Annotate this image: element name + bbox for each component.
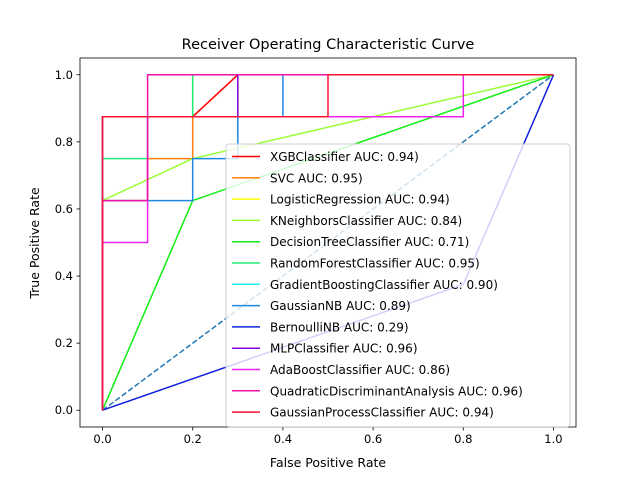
legend-label: QuadraticDiscriminantAnalysis AUC: 0.96) — [270, 384, 523, 398]
legend-label: LogisticRegression AUC: 0.94) — [270, 193, 450, 207]
x-tick-label: 0.4 — [274, 432, 292, 446]
x-tick-label: 0.6 — [364, 432, 382, 446]
legend-label: XGBClassifier AUC: 0.94) — [270, 150, 419, 164]
y-tick-label: 0.6 — [55, 202, 73, 216]
legend-label: DecisionTreeClassifier AUC: 0.71) — [270, 235, 469, 249]
x-tick-label: 0.0 — [93, 432, 111, 446]
legend-label: RandomForestClassifier AUC: 0.95) — [270, 257, 480, 271]
legend-label: AdaBoostClassifier AUC: 0.86) — [270, 363, 450, 377]
chart-title: Receiver Operating Characteristic Curve — [182, 37, 475, 53]
x-tick-label: 0.8 — [454, 432, 472, 446]
legend-label: GaussianNB AUC: 0.89) — [270, 299, 411, 313]
series-line-12 — [101, 74, 554, 411]
x-tick-label: 0.2 — [184, 432, 202, 446]
y-axis-ticks: 0.0 0.2 0.4 0.6 0.8 1.0 — [55, 68, 80, 417]
x-axis-ticks: 0.0 0.2 0.4 0.6 0.8 1.0 — [93, 427, 563, 446]
legend-label: KNeighborsClassifier AUC: 0.84) — [270, 214, 462, 228]
y-tick-label: 0.8 — [55, 135, 73, 149]
y-axis-label: True Positive Rate — [27, 187, 42, 300]
y-tick-label: 0.4 — [55, 269, 73, 283]
y-tick-label: 0.0 — [55, 403, 73, 417]
y-tick-label: 1.0 — [55, 68, 73, 82]
legend-label: BernoulliNB AUC: 0.29) — [270, 320, 409, 334]
legend-label: GaussianProcessClassifier AUC: 0.94) — [270, 406, 494, 420]
legend: XGBClassifier AUC: 0.94) SVC AUC: 0.95) Lo… — [225, 143, 571, 428]
y-tick-label: 0.2 — [55, 336, 73, 350]
plot-area — [79, 57, 577, 428]
x-tick-label: 1.0 — [544, 432, 562, 446]
legend-label: GradientBoostingClassifier AUC: 0.90) — [270, 278, 498, 292]
legend-box — [225, 143, 571, 428]
x-axis-label: False Positive Rate — [270, 455, 386, 470]
legend-label: SVC AUC: 0.95) — [270, 171, 363, 185]
legend-label: MLPClassifier AUC: 0.96) — [270, 342, 418, 356]
